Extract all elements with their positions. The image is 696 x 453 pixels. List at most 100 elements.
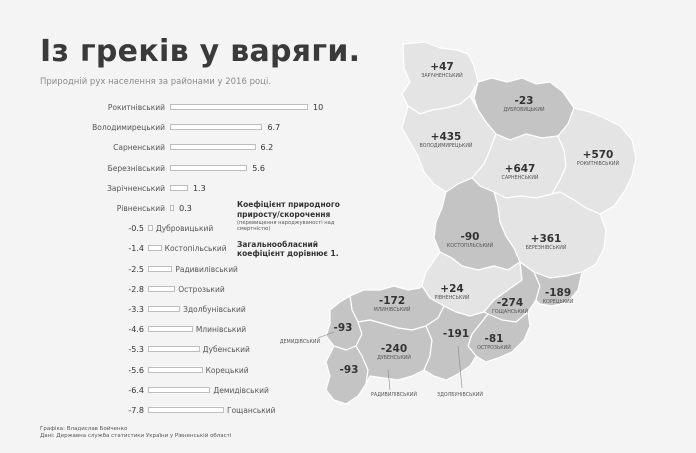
page-title: Із греків у варяги.	[40, 34, 361, 69]
district-name: КОРЕЦЬКИЙ	[543, 298, 574, 305]
district-name: ЗДОЛБУНІВСЬКИЙ	[437, 391, 483, 398]
bar-category-label: Сарненський	[113, 143, 165, 153]
bar-row: -5.6 Корецький	[0, 366, 330, 380]
district-value: -191	[443, 328, 469, 340]
bar-category-label: Дубровицький	[155, 224, 214, 234]
district-zdolbunivskyi	[423, 305, 489, 381]
bar-category-label: Рокитнівський	[107, 103, 165, 112]
district-value: +47	[430, 61, 453, 73]
district-name: ГОЩАНСЬКИЙ	[492, 308, 528, 315]
bar-row: 5.6 Березнівський	[0, 164, 330, 178]
legend-note: Загальнообласний коефіцієнт дорівнює 1.	[237, 239, 339, 259]
bar-value-label: -1.4	[128, 244, 144, 254]
bar-value-label: -7.8	[128, 406, 144, 415]
bar-category-label: Острозький	[178, 284, 225, 294]
bar-row: -4.6 Млинівський	[0, 325, 330, 339]
bar-category-label: Володимирецький	[92, 123, 165, 133]
bar	[170, 164, 248, 171]
bar-category-label: Демидівський	[213, 385, 269, 395]
bar	[148, 346, 200, 353]
district-value: -189	[545, 287, 571, 299]
bar-chart: 10 Рокитнівський 6.7 Володимирецький 6.2 Сарн…	[0, 0, 330, 453]
bar-row: 6.2 Сарненський	[0, 143, 330, 157]
district-value: +647	[505, 163, 536, 175]
bar-row: -7.8 Гощанський	[0, 406, 330, 420]
page-subtitle: Природній рух населення за районами у 20…	[40, 77, 272, 87]
district-value: -93	[334, 322, 353, 334]
district-name: ОСТРОЗЬКИЙ	[477, 344, 511, 351]
bar	[148, 386, 211, 393]
bar-value-label: -3.3	[128, 305, 144, 314]
district-name: БЕРЕЗНІВСЬКИЙ	[526, 244, 567, 251]
district-value: +24	[440, 283, 463, 295]
bar-category-label: Радивилівський	[175, 264, 238, 274]
bar	[148, 326, 193, 333]
district-name: РОКИТНІВСЬКИЙ	[577, 160, 620, 167]
bar-value-label: -4.6	[128, 325, 144, 335]
bar-category-label: Дубенський	[202, 345, 250, 355]
bar-row: -2.5 Радивилівський	[0, 265, 330, 279]
bar-value-label: 6.2	[260, 143, 274, 153]
district-dubenskyi	[355, 319, 433, 385]
bar	[148, 245, 162, 252]
bar-row: 1.3 Зарічненський	[0, 184, 330, 198]
bar	[148, 225, 153, 232]
bar-row: 6.7 Володимирецький	[0, 123, 330, 137]
district-bereznivskyi	[493, 191, 607, 279]
district-value: -240	[381, 343, 407, 355]
bar-row: -3.3 Здолбунівський	[0, 305, 330, 319]
bar-row: -6.4 Демидівський	[0, 386, 330, 400]
legend-heading: Коефіцієнт природного приросту/скороченн…	[237, 200, 340, 219]
bar-row: 10 Рокитнівський	[0, 103, 330, 117]
bar-category-label: Березнівський	[107, 163, 165, 173]
district-value: -90	[461, 231, 480, 243]
district-value: +570	[583, 149, 614, 161]
bar	[170, 144, 256, 151]
bar	[170, 124, 263, 131]
bar	[170, 104, 308, 110]
bar	[170, 205, 175, 211]
legend-subheading: (перевищення народжуваності над смертніс…	[237, 220, 335, 233]
bar-category-label: Млинівський	[195, 325, 247, 335]
bar-value-label: -5.6	[128, 365, 144, 375]
bar-row: -5.3 Дубенський	[0, 345, 330, 359]
bar-category-label: Гощанський	[227, 406, 276, 415]
credits: Графіка: Владислав Бойченко Дані: Держав…	[40, 426, 231, 440]
district-name: РАДИВИЛІВСЬКИЙ	[371, 391, 417, 398]
bar-value-label: -6.4	[128, 385, 144, 395]
bar	[148, 407, 224, 413]
bar-row: -2.8 Острозький	[0, 285, 330, 299]
district-value: +361	[531, 233, 562, 245]
bar-value-label: 0.3	[179, 204, 192, 213]
bar-category-label: Здолбунівський	[183, 305, 246, 314]
district-value: +435	[431, 131, 462, 143]
district-value: -172	[379, 295, 405, 307]
bar-value-label: -5.3	[128, 345, 144, 355]
bar-row: -1.4 Костопільський	[0, 244, 330, 258]
district-name: ДЕМИДІВСЬКИЙ	[280, 338, 321, 345]
district-name: РІВНЕНСЬКИЙ	[434, 294, 469, 301]
bar-category-label: Рівненський	[116, 204, 165, 213]
bar-row: 0.3 Рівненський	[0, 204, 330, 218]
district-name: ДУБЕНСЬКИЙ	[377, 354, 411, 361]
credits-source: Дані: Державна служба статистики України…	[40, 433, 232, 439]
bar-value-label: 6.7	[267, 123, 281, 133]
bar-category-label: Зарічненський	[107, 183, 165, 193]
leader-lines	[317, 331, 463, 391]
district-value: -93	[340, 364, 359, 376]
bar	[148, 366, 203, 373]
district-value: -81	[485, 333, 504, 345]
district-name: ВОЛОДИМИРЕЦЬКИЙ	[419, 142, 472, 149]
district-value: -23	[515, 95, 534, 107]
bar-row: -0.5 Дубровицький	[0, 224, 330, 238]
district-name: МЛИНІВСЬКИЙ	[374, 306, 411, 313]
district-name: САРНЕНСЬКИЙ	[502, 174, 539, 181]
bar-value-label: 5.6	[252, 163, 265, 173]
district-value: -274	[497, 297, 523, 309]
bar-category-label: Корецький	[205, 365, 249, 375]
bar-category-label: Костопільський	[164, 244, 227, 254]
bar-value-label: -0.5	[128, 224, 144, 234]
bar	[148, 285, 176, 292]
bar-value-label: -2.5	[128, 264, 144, 274]
